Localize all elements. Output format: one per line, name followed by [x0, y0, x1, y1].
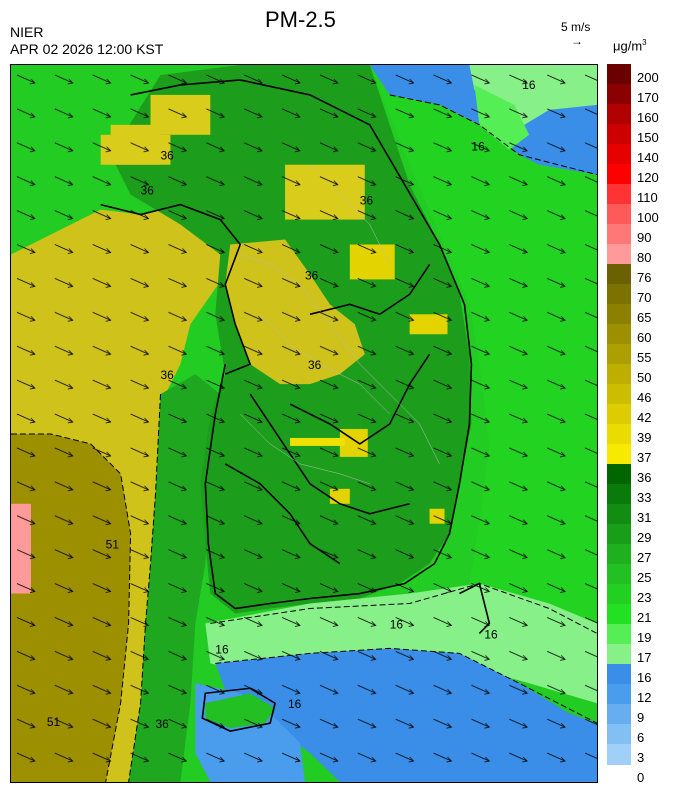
- unit-superscript: 3: [642, 38, 647, 47]
- legend-label: 42: [637, 410, 652, 425]
- legend-swatch: [607, 104, 631, 125]
- forecast-timestamp: APR 02 2026 12:00 KST: [10, 41, 164, 57]
- contour-label: 36: [160, 149, 174, 163]
- legend-label: 21: [637, 610, 652, 625]
- legend-swatch: [607, 404, 631, 425]
- contour-label: 16: [215, 642, 229, 656]
- wind-arrows: [11, 65, 597, 782]
- legend-label: 25: [637, 570, 652, 585]
- legend-label: 55: [637, 350, 652, 365]
- legend-label: 70: [637, 290, 652, 305]
- legend-swatch: [607, 444, 631, 465]
- legend-label: 31: [637, 510, 652, 525]
- legend-swatch: [607, 744, 631, 765]
- legend-label: 33: [637, 490, 652, 505]
- legend-label: 12: [637, 690, 652, 705]
- legend-swatch: [607, 124, 631, 145]
- legend-swatch: [607, 144, 631, 165]
- legend-label: 76: [637, 270, 652, 285]
- contour-label: 36: [305, 268, 319, 282]
- legend-label: 0: [637, 770, 645, 785]
- wind-scale-label: 5 m/s: [561, 20, 591, 34]
- legend-swatch: [607, 484, 631, 505]
- legend-label: 150: [637, 130, 659, 145]
- legend-label: 17: [637, 650, 652, 665]
- legend-label: 170: [637, 90, 659, 105]
- legend-swatch: [607, 544, 631, 565]
- legend-label: 50: [637, 370, 652, 385]
- wind-scale-arrow-icon: →: [571, 34, 583, 48]
- legend-swatch: [607, 424, 631, 445]
- legend-label: 65: [637, 310, 652, 325]
- legend-swatch: [607, 624, 631, 645]
- legend-swatch: [607, 684, 631, 705]
- legend-label: 23: [637, 590, 652, 605]
- unit-text: μg/m: [613, 38, 643, 54]
- legend-swatch: [607, 504, 631, 525]
- legend-swatch: [607, 664, 631, 685]
- legend-swatch: [607, 644, 631, 665]
- legend-label: 27: [637, 550, 652, 565]
- legend-label: 39: [637, 430, 652, 445]
- legend-label: 110: [637, 190, 658, 205]
- legend-swatch: [607, 604, 631, 625]
- contour-label: 51: [47, 715, 61, 729]
- legend-swatch: [607, 304, 631, 325]
- legend-swatch: [607, 184, 631, 205]
- legend-label: 9: [637, 710, 645, 725]
- legend-swatch: [607, 204, 631, 225]
- contour-label: 16: [288, 697, 302, 711]
- legend-swatch: [607, 464, 631, 485]
- legend-swatch: [607, 284, 631, 305]
- legend-label: 3: [637, 750, 645, 765]
- legend-swatch: [607, 564, 631, 585]
- legend-swatch: [607, 524, 631, 545]
- contour-label: 16: [484, 627, 498, 641]
- legend-swatch: [607, 224, 631, 245]
- legend-swatch: [607, 724, 631, 745]
- legend-swatch: [607, 704, 631, 725]
- legend-label: 29: [637, 530, 652, 545]
- contour-label: 36: [141, 184, 155, 198]
- legend-label: 37: [637, 450, 652, 465]
- color-scale-bar: [607, 64, 631, 765]
- legend-swatch: [607, 64, 631, 85]
- unit-label: μg/m3: [613, 38, 647, 53]
- contour-label: 16: [471, 140, 485, 154]
- agency-label: NIER: [10, 24, 44, 40]
- map-title: PM-2.5: [265, 7, 336, 32]
- contour-label: 36: [360, 194, 374, 208]
- contour-label: 16: [522, 78, 536, 92]
- legend-label: 140: [637, 150, 659, 165]
- legend-swatch: [607, 364, 631, 385]
- legend-swatch: [607, 264, 631, 285]
- legend-label: 100: [637, 210, 659, 225]
- legend-label: 90: [637, 230, 652, 245]
- legend-label: 120: [637, 170, 659, 185]
- color-scale-labels: 200 170 160 150 140 120 110 100 90 80 76 70 65 60 55 50…: [637, 64, 671, 784]
- contour-label: 51: [106, 538, 120, 552]
- legend-label: 200: [637, 70, 659, 85]
- contour-label: 36: [156, 717, 170, 731]
- contour-label: 36: [308, 358, 322, 372]
- legend-label: 60: [637, 330, 652, 345]
- legend-swatch: [607, 384, 631, 405]
- legend-label: 16: [637, 670, 652, 685]
- legend-label: 36: [637, 470, 652, 485]
- legend-label: 160: [637, 110, 659, 125]
- legend-swatch: [607, 244, 631, 265]
- legend-label: 6: [637, 730, 645, 745]
- legend-swatch: [607, 584, 631, 605]
- legend-swatch: [607, 84, 631, 105]
- legend-swatch: [607, 324, 631, 345]
- legend-swatch: [607, 344, 631, 365]
- contour-label: 36: [160, 368, 174, 382]
- legend-label: 19: [637, 630, 652, 645]
- pm25-concentration-map: 16 16 36 36 36 36 36 36 51 51 16 16 16 1…: [10, 64, 598, 783]
- legend-swatch: [607, 164, 631, 185]
- contour-label: 16: [390, 617, 404, 631]
- legend-label: 46: [637, 390, 652, 405]
- legend-label: 80: [637, 250, 652, 265]
